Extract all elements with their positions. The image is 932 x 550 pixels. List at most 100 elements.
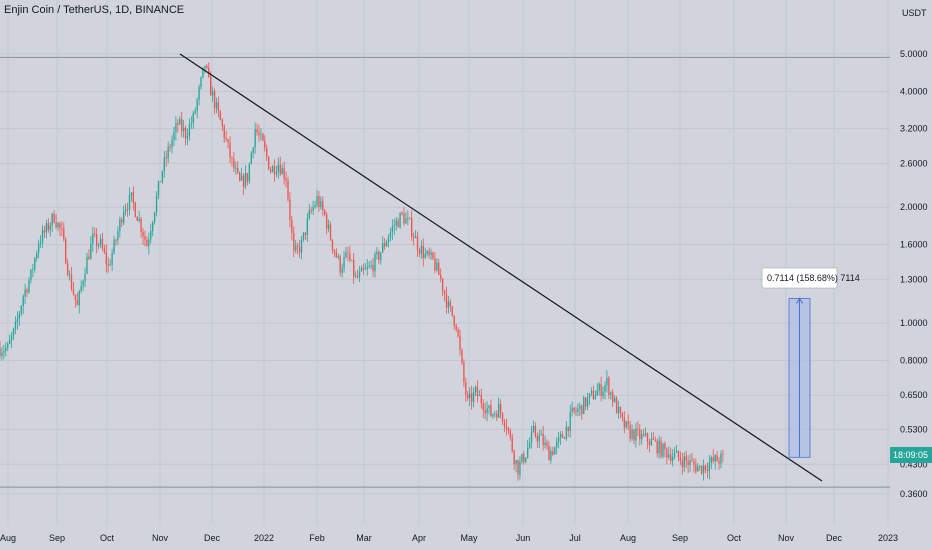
candle-body: [84, 273, 86, 282]
candle-body: [134, 202, 136, 217]
candle-body: [250, 152, 252, 164]
candle-body: [14, 321, 17, 329]
candle-body: [430, 252, 432, 256]
candle-body: [302, 232, 305, 240]
candle-body: [695, 464, 697, 472]
candle-body: [496, 413, 498, 418]
candle-body: [204, 65, 206, 68]
candle-body: [283, 167, 285, 179]
candle-body: [194, 110, 196, 113]
candle-body: [420, 245, 423, 254]
candle-body: [438, 262, 440, 276]
candle-body: [59, 223, 61, 229]
candle-body: [538, 435, 540, 442]
candle-body: [635, 428, 637, 441]
candle-body: [648, 441, 651, 446]
trendline[interactable]: [179, 53, 823, 482]
candle-body: [229, 142, 231, 158]
current-price-badge: [890, 447, 932, 463]
candle-body: [267, 156, 270, 170]
candle-body: [689, 460, 691, 466]
candle-body: [128, 194, 131, 210]
measure-label: 0.7114 (158.68%) 7114: [767, 273, 860, 283]
candle-body: [422, 245, 424, 258]
candle-body: [92, 233, 94, 244]
candle-body: [138, 218, 140, 221]
candle-body: [3, 350, 5, 353]
candle-body: [700, 465, 703, 474]
candle-body: [567, 426, 569, 431]
candle-body: [418, 250, 421, 254]
candle-body: [465, 382, 467, 395]
candle-body: [287, 180, 289, 200]
y-tick-label: 2.6000: [900, 158, 928, 168]
candle-body: [339, 256, 341, 273]
candle-body: [66, 263, 69, 275]
candle-body: [49, 225, 51, 230]
x-tick-label: Mar: [356, 533, 372, 543]
candle-body: [563, 437, 566, 439]
candle-body: [16, 318, 19, 322]
candle-body: [530, 431, 533, 443]
candle-body: [646, 433, 649, 442]
candle-body: [5, 347, 7, 351]
price-axis[interactable]: USDT 5.0000 4.0000 3.2000 2.6000 2.0000 1.6000…: [890, 8, 932, 499]
y-tick-label: 3.2000: [900, 124, 928, 134]
candle-body: [368, 265, 370, 267]
candle-body: [366, 266, 368, 269]
candle-body: [542, 433, 544, 445]
trendline-layer[interactable]: [179, 53, 823, 482]
candle-body: [324, 210, 326, 215]
candle-body: [242, 175, 245, 187]
candle-body: [24, 289, 26, 297]
candle-body: [615, 398, 618, 414]
candle-body: [389, 232, 392, 238]
candle-body: [557, 437, 560, 442]
candle-body: [117, 231, 119, 241]
candle-body: [190, 123, 193, 125]
candle-body: [275, 171, 278, 175]
candle-body: [7, 343, 9, 348]
candle-body: [416, 236, 419, 251]
candle-body: [498, 404, 500, 418]
measure-tool[interactable]: 0.7114 (158.68%) 7114: [761, 267, 860, 458]
y-tick-label: 0.3600: [900, 489, 928, 499]
candle-body: [536, 435, 539, 442]
candle-body: [385, 242, 388, 247]
x-tick-label: Jun: [516, 533, 531, 543]
y-tick-label: 0.8000: [900, 355, 928, 365]
candle-body: [499, 404, 502, 414]
candle-body: [592, 391, 595, 400]
symbol-title[interactable]: Enjin Coin / TetherUS, 1D, BINANCE: [4, 4, 185, 16]
candle-body: [702, 465, 705, 474]
candle-body: [505, 426, 508, 428]
candle-body: [22, 296, 24, 307]
candle-body: [240, 175, 243, 181]
time-axis[interactable]: Aug Sep Oct Nov Dec 2022 Feb Mar Apr May Jun Jul Aug…: [0, 533, 898, 543]
candle-body: [629, 424, 631, 439]
candle-body: [436, 262, 438, 271]
candle-body: [200, 77, 202, 88]
candle-body: [445, 294, 448, 308]
candle-body: [664, 443, 666, 450]
candle-body: [613, 398, 616, 402]
candle-body: [165, 157, 167, 159]
candle-body: [554, 447, 556, 455]
candle-body: [320, 200, 322, 207]
candle-body: [706, 469, 709, 472]
candle-body: [528, 442, 531, 448]
candle-body: [625, 421, 627, 428]
candle-body: [650, 438, 653, 446]
horizontal-lines[interactable]: [0, 56, 890, 488]
candle-body: [354, 275, 357, 277]
candle-body: [555, 441, 558, 448]
candle-body: [387, 237, 390, 243]
candle-body: [353, 260, 355, 277]
candle-body: [671, 456, 674, 461]
candle-body: [716, 455, 718, 462]
candle-body: [231, 157, 233, 159]
candle-body: [370, 264, 372, 266]
candle-body: [356, 275, 359, 278]
candle-body: [515, 460, 517, 465]
